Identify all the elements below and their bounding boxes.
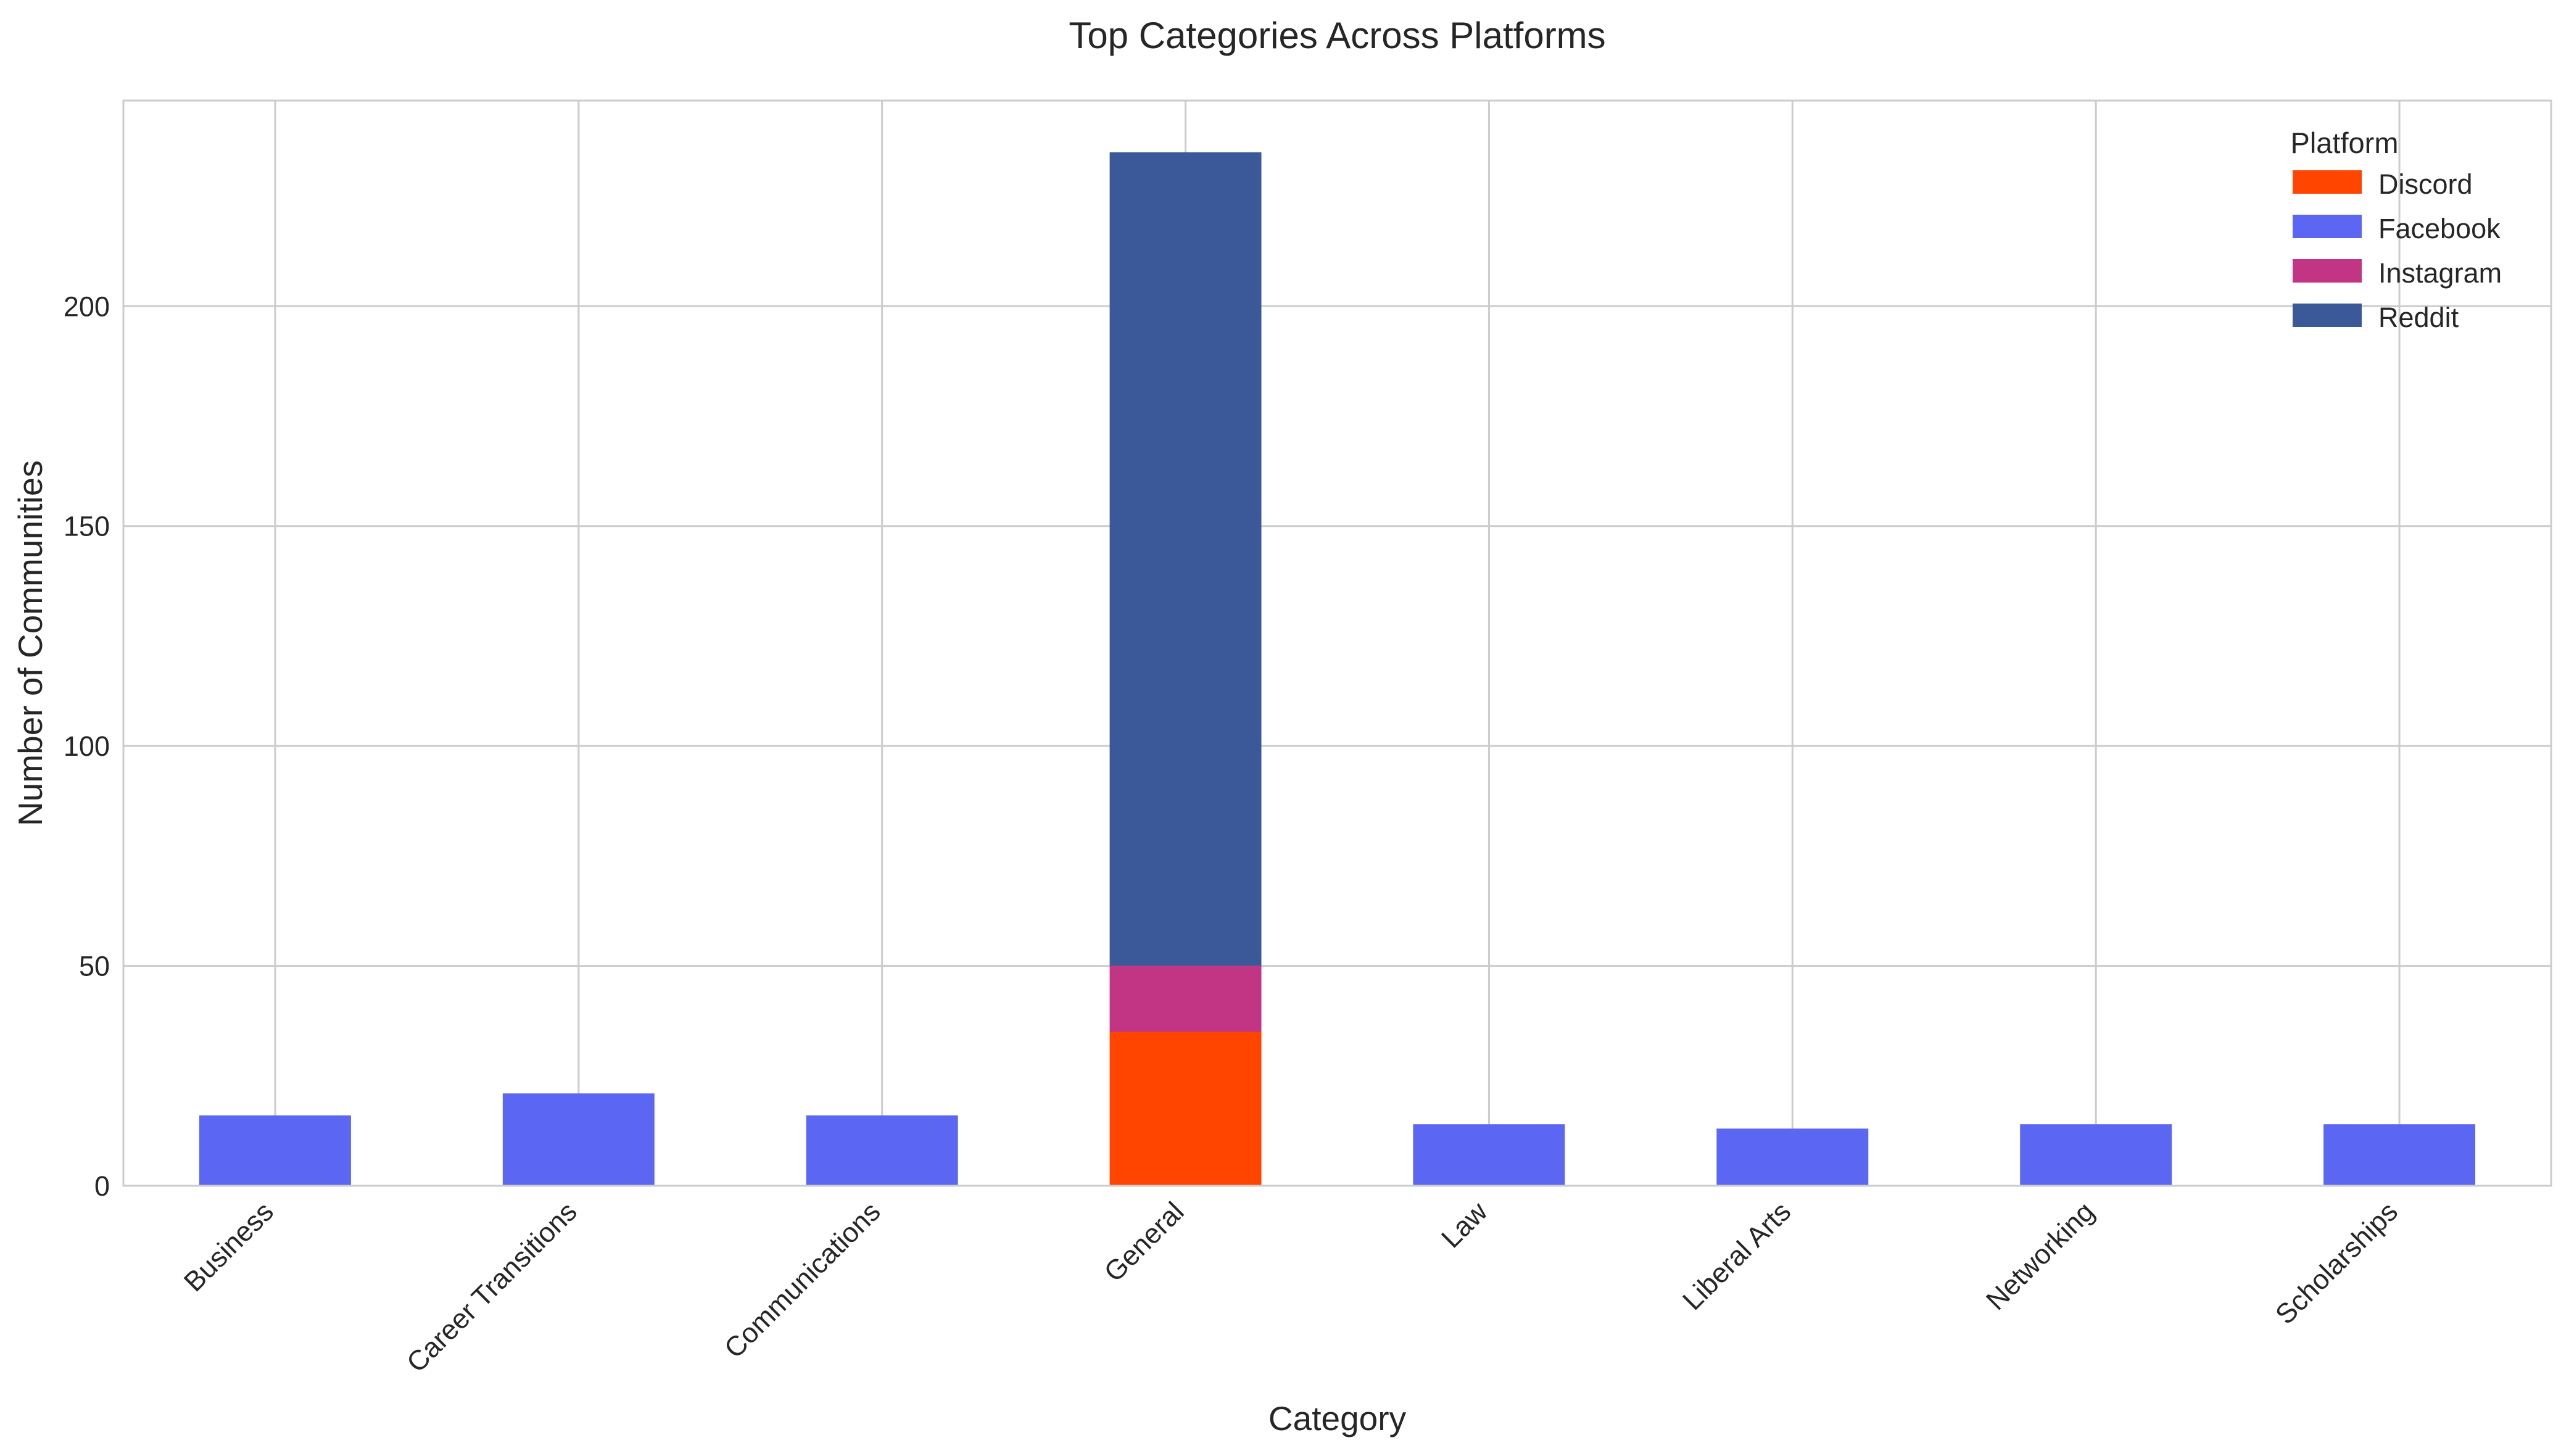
y-tick-label: 150 bbox=[64, 511, 110, 542]
x-tick-label: Law bbox=[1435, 1196, 1494, 1254]
bar-segment bbox=[1109, 1032, 1262, 1186]
bar-segment bbox=[2323, 1124, 2476, 1186]
legend-label: Instagram bbox=[2378, 257, 2502, 289]
legend-label: Reddit bbox=[2378, 302, 2459, 333]
x-tick-label: Scholarships bbox=[2269, 1196, 2404, 1330]
bar-segment bbox=[1716, 1128, 1869, 1186]
legend-label: Facebook bbox=[2378, 213, 2501, 244]
bar-segment bbox=[502, 1093, 655, 1186]
bar-segment bbox=[1109, 152, 1262, 966]
x-axis-label: Category bbox=[1268, 1399, 1407, 1437]
legend-swatch bbox=[2293, 259, 2362, 283]
legend-title: Platform bbox=[2291, 126, 2399, 159]
bar-segment bbox=[199, 1115, 351, 1186]
y-axis-label: Number of Communities bbox=[11, 460, 49, 826]
bar-segment bbox=[1413, 1124, 1565, 1186]
bar-segment bbox=[1109, 966, 1262, 1032]
legend-items: Discord Facebook Instagram Reddit bbox=[2293, 168, 2502, 333]
y-tick-labels: 0 50 100 150 200 bbox=[64, 291, 110, 1202]
y-tick-label: 50 bbox=[79, 951, 110, 982]
y-tick-label: 100 bbox=[64, 730, 110, 762]
x-tick-label: Liberal Arts bbox=[1676, 1196, 1797, 1316]
legend-swatch bbox=[2293, 215, 2362, 238]
bars bbox=[199, 152, 2476, 1186]
bar-segment bbox=[2020, 1124, 2172, 1186]
legend: Platform Discord Facebook Instagram Reddit bbox=[2291, 126, 2502, 333]
x-tick-label: Networking bbox=[1980, 1196, 2100, 1316]
y-tick-label: 200 bbox=[64, 291, 110, 322]
legend-label: Discord bbox=[2378, 168, 2473, 200]
bar-segment bbox=[806, 1115, 958, 1186]
y-tick-label: 0 bbox=[94, 1170, 110, 1202]
x-tick-label: Communications bbox=[718, 1196, 887, 1364]
x-tick-label: Career Transitions bbox=[400, 1196, 583, 1378]
grid-lines bbox=[123, 101, 2551, 1187]
x-tick-labels: Business Career Transitions Communications… bbox=[178, 1196, 2404, 1378]
x-tick-label: Business bbox=[178, 1196, 279, 1297]
chart-title: Top Categories Across Platforms bbox=[1069, 15, 1605, 56]
legend-swatch bbox=[2293, 170, 2362, 194]
legend-swatch bbox=[2293, 304, 2362, 327]
axes-frame bbox=[122, 99, 2552, 1187]
x-tick-label: General bbox=[1098, 1196, 1189, 1288]
